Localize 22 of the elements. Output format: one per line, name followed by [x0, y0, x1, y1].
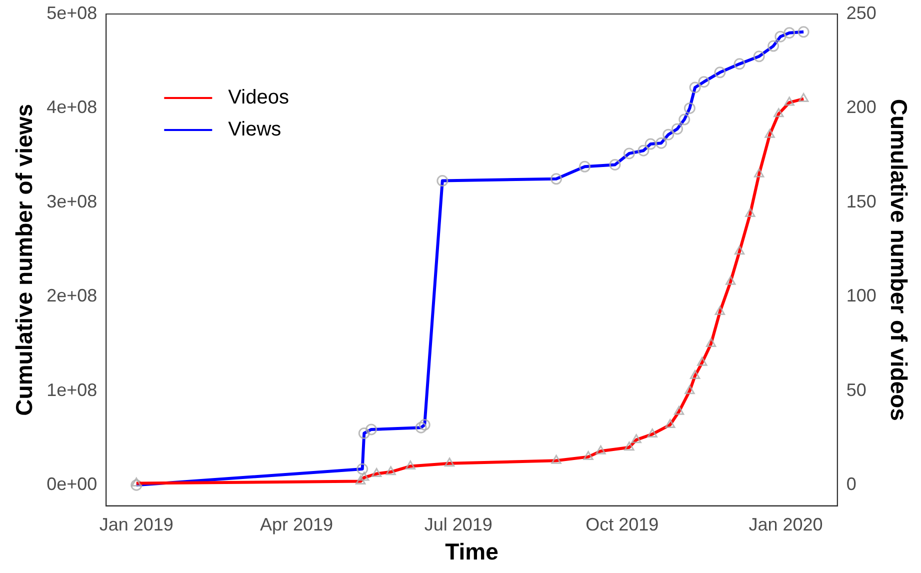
x-tick-label: Oct 2019 [586, 514, 659, 535]
y-tick-label: 2e+08 [46, 286, 98, 306]
y2-axis-title: Cumulative number of videos [886, 98, 912, 421]
legend-label: Videos [228, 86, 289, 109]
y2-tick-label: 200 [846, 97, 876, 118]
y-tick-label: 3e+08 [46, 191, 98, 212]
y-tick-label: 0e+00 [46, 474, 98, 494]
y2-tick-label: 150 [846, 191, 876, 212]
x-axis-title: Time [445, 538, 498, 565]
y-axis-title: Cumulative number of views [11, 104, 38, 416]
y2-tick-label: 50 [846, 380, 866, 400]
x-tick-label: Jan 2020 [748, 514, 823, 535]
x-tick-label: Jan 2019 [99, 514, 174, 535]
y-tick-label: 4e+08 [46, 97, 98, 118]
y-tick-label: 5e+08 [46, 2, 98, 23]
y2-tick-label: 250 [846, 2, 876, 23]
y2-tick-label: 100 [846, 286, 876, 306]
x-tick-label: Jul 2019 [424, 514, 492, 535]
y2-tick-label: 0 [846, 474, 856, 494]
y-tick-label: 1e+08 [46, 380, 98, 400]
x-tick-label: Apr 2019 [260, 514, 334, 535]
legend-label: Views [228, 118, 282, 141]
